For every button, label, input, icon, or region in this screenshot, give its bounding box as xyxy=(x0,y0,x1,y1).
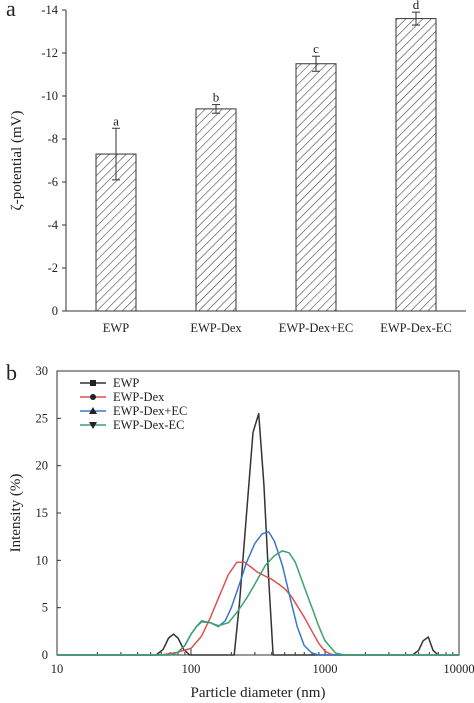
y-tick-label: -4 xyxy=(48,218,59,232)
y-tick-label: 30 xyxy=(36,364,49,378)
x-tick-label: 100 xyxy=(182,662,201,676)
y-tick-label: -6 xyxy=(48,175,58,189)
x-tick-label: EWP-Dex xyxy=(190,321,242,335)
series-line xyxy=(57,531,459,656)
y-tick-label: -14 xyxy=(41,3,58,17)
y-axis-ticks: 0 -2 -4 -6 -8 -10 -12 -14 xyxy=(41,3,66,318)
y-tick-label: 15 xyxy=(36,506,49,520)
y-axis-title: Intensity (%) xyxy=(8,474,24,553)
bar xyxy=(295,63,337,312)
legend-marker-circle xyxy=(90,394,96,400)
y-tick-label: 5 xyxy=(42,601,48,615)
x-tick-label: EWP xyxy=(103,321,129,335)
y-tick-label: 10 xyxy=(36,553,49,567)
legend-label: EWP-Dex xyxy=(113,390,165,404)
y-tick-label: 0 xyxy=(42,648,48,662)
legend-label: EWP-Dex+EC xyxy=(113,404,187,418)
significance-letter: b xyxy=(213,90,220,105)
legend-marker-triangle-down xyxy=(89,422,97,429)
x-axis-title: Particle diameter (nm) xyxy=(191,685,326,701)
legend-marker-square xyxy=(90,380,96,386)
y-tick-label: -10 xyxy=(41,89,58,103)
x-tick-label: 10000 xyxy=(443,662,474,676)
panel-b-label: b xyxy=(6,360,17,385)
panel-a-label: a xyxy=(6,0,16,21)
significance-letter: c xyxy=(313,41,319,56)
bar xyxy=(195,108,237,312)
x-tick-label: EWP-Dex-EC xyxy=(380,321,452,335)
y-tick-label: -2 xyxy=(48,261,58,275)
y-tick-label: 20 xyxy=(36,459,49,473)
legend-label: EWP xyxy=(113,376,139,390)
x-tick-label: EWP-Dex+EC xyxy=(279,321,353,335)
series-line xyxy=(57,412,459,656)
legend-marker-triangle-up xyxy=(89,407,97,414)
x-tick-label: 1000 xyxy=(313,662,338,676)
x-axis-ticks: 10 100 1000 10000 xyxy=(51,649,474,676)
y-tick-label: -8 xyxy=(48,132,58,146)
significance-letter: a xyxy=(113,113,119,128)
series-line xyxy=(57,550,459,656)
zeta-potential-bar-chart: a ζ-potential (mV) 0 -2 -4 -6 -8 -10 -12 -14 a b… xyxy=(6,0,466,335)
bars: a b c d xyxy=(95,0,437,312)
significance-letter: d xyxy=(413,0,420,12)
y-tick-label: 0 xyxy=(52,304,58,318)
series-lines xyxy=(57,412,459,656)
legend-label: EWP-Dex-EC xyxy=(113,418,185,432)
series-line xyxy=(57,561,459,656)
x-tick-label: 10 xyxy=(51,662,64,676)
y-tick-label: 25 xyxy=(36,411,49,425)
y-axis-ticks: 0 5 10 15 20 25 30 xyxy=(36,364,61,662)
particle-size-distribution-chart: b 0 5 10 15 20 25 30 10 100 1000 10000 Intensity … xyxy=(6,360,474,701)
x-axis-ticks: EWP EWP-Dex EWP-Dex+EC EWP-Dex-EC xyxy=(103,321,452,335)
bar xyxy=(395,18,437,312)
y-axis-title: ζ-potential (mV) xyxy=(9,111,25,211)
y-tick-label: -12 xyxy=(41,46,58,60)
